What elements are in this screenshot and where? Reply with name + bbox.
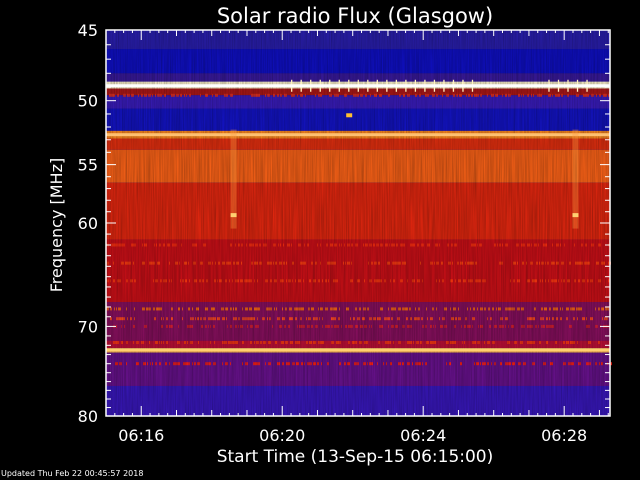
x-axis-label: Start Time (13-Sep-15 06:15:00) <box>217 447 494 467</box>
spot-event-0 <box>230 213 237 218</box>
y-tick-label-1: 50 <box>78 92 98 111</box>
x-tick-label-0: 06:16 <box>118 426 164 445</box>
axes: 06:16 06:20 06:24 06:28 45 50 55 60 70 80 <box>78 21 611 445</box>
bright-line-2 <box>106 348 610 352</box>
spot-event-1 <box>572 213 579 218</box>
y-axis-label: Frequency [MHz] <box>47 158 66 292</box>
bright-line-0 <box>106 84 610 88</box>
y-tick-label-3: 60 <box>78 214 98 233</box>
burst-column-1 <box>572 129 579 229</box>
bright-line-1 <box>106 133 610 137</box>
y-tick-label-2: 55 <box>78 156 98 175</box>
updated-timestamp: Updated Thu Feb 22 00:45:57 2018 <box>1 469 144 478</box>
y-tick-label-0: 45 <box>78 21 98 40</box>
plot-area <box>106 30 612 416</box>
chart-title: Solar radio Flux (Glasgow) <box>217 4 493 28</box>
burst-column-0 <box>230 129 237 229</box>
spectral-texture <box>106 30 610 416</box>
x-tick-label-1: 06:20 <box>259 426 305 445</box>
y-tick-label-5: 80 <box>78 407 98 426</box>
y-tick-label-4: 70 <box>78 317 98 336</box>
x-tick-label-3: 06:28 <box>541 426 587 445</box>
spot-event-2 <box>346 113 353 118</box>
x-tick-label-2: 06:24 <box>400 426 446 445</box>
